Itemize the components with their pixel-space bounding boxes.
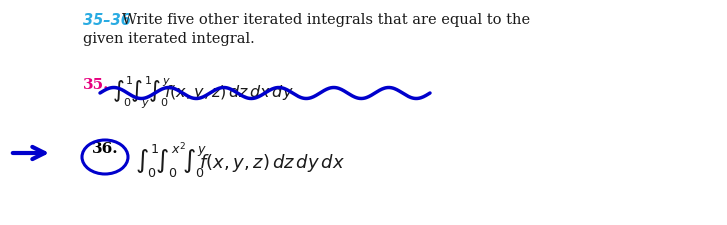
Text: $\int_0^1\!\int_0^{x^2}\!\int_0^y\!\! f(x,y,z)\,dz\,dy\,dx$: $\int_0^1\!\int_0^{x^2}\!\int_0^y\!\! f(…	[135, 140, 345, 180]
Text: 36.: 36.	[92, 142, 119, 156]
Text: 35.: 35.	[83, 78, 110, 92]
Text: Write five other iterated integrals that are equal to the: Write five other iterated integrals that…	[122, 13, 530, 27]
Text: $\int_0^1\!\int_y^1\!\int_0^y\!\! f(x,y,z)\,dz\,dx\,dy$: $\int_0^1\!\int_y^1\!\int_0^y\!\! f(x,y,…	[112, 75, 294, 111]
Text: given iterated integral.: given iterated integral.	[83, 32, 254, 46]
Text: 35–36: 35–36	[83, 13, 131, 28]
